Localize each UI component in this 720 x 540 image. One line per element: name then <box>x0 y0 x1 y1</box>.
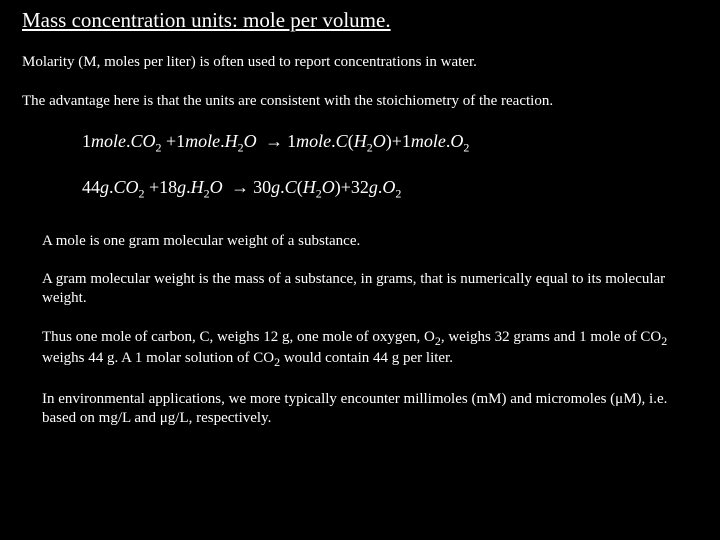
eq-text: 44 <box>82 177 100 197</box>
eq-text: mole <box>185 131 220 151</box>
eq-text: 1 <box>402 131 411 151</box>
eq-text: mole <box>296 131 331 151</box>
text: would contain 44 g per liter. <box>280 350 453 366</box>
arrow-icon: → <box>261 131 287 151</box>
eq-text: g <box>369 177 378 197</box>
text: Thus one mole of carbon, C, weighs 12 g,… <box>42 329 435 345</box>
body-text: A mole is one gram molecular weight of a… <box>22 232 698 428</box>
eq-sub: 2 <box>463 140 469 154</box>
paragraph-gmw-def: A gram molecular weight is the mass of a… <box>42 270 698 308</box>
eq-text: O <box>322 177 335 197</box>
paragraph-mole-def: A mole is one gram molecular weight of a… <box>42 232 698 251</box>
eq-text: + <box>341 177 351 197</box>
eq-text: H <box>191 177 204 197</box>
eq-text: g <box>271 177 280 197</box>
eq-sub: 2 <box>139 187 145 201</box>
eq-text: H <box>225 131 238 151</box>
eq-text: O <box>373 131 386 151</box>
eq-text: 1 <box>176 131 185 151</box>
equation-grams: 44g.CO2 +18g.H2O →30g.C(H2O)+32g.O2 <box>82 177 698 202</box>
eq-text: g <box>100 177 109 197</box>
eq-text: 32 <box>351 177 369 197</box>
slide-title: Mass concentration units: mole per volum… <box>22 8 698 33</box>
eq-text: 1 <box>82 131 91 151</box>
equation-moles: 1mole.CO2 +1mole.H2O →1mole.C(H2O)+1mole… <box>82 131 698 156</box>
eq-text: g <box>177 177 186 197</box>
eq-sub: 2 <box>395 187 401 201</box>
sub: 2 <box>661 334 667 348</box>
eq-text: CO <box>131 131 156 151</box>
arrow-icon: → <box>227 177 253 197</box>
paragraph-environmental: In environmental applications, we more t… <box>42 390 698 428</box>
eq-text: H <box>303 177 316 197</box>
paragraph-advantage: The advantage here is that the units are… <box>22 92 698 111</box>
eq-text: O <box>244 131 257 151</box>
paragraph-molarity: Molarity (M, moles per liter) is often u… <box>22 53 698 72</box>
eq-text: O <box>450 131 463 151</box>
eq-text: mole <box>91 131 126 151</box>
eq-text: 18 <box>159 177 177 197</box>
eq-text: 1 <box>287 131 296 151</box>
paragraph-mole-examples: Thus one mole of carbon, C, weighs 12 g,… <box>42 328 698 370</box>
eq-text: H <box>354 131 367 151</box>
eq-text: C <box>285 177 297 197</box>
text: , weighs 32 grams and 1 mole of CO <box>441 329 661 345</box>
eq-sub: 2 <box>156 140 162 154</box>
equations-block: 1mole.CO2 +1mole.H2O →1mole.C(H2O)+1mole… <box>82 131 698 202</box>
eq-text: O <box>382 177 395 197</box>
eq-text: C <box>336 131 348 151</box>
eq-text: O <box>210 177 223 197</box>
eq-text: + <box>166 131 176 151</box>
eq-text: 30 <box>253 177 271 197</box>
eq-text: + <box>392 131 402 151</box>
eq-text: CO <box>114 177 139 197</box>
eq-text: mole <box>411 131 446 151</box>
text: weighs 44 g. A 1 molar solution of CO <box>42 350 274 366</box>
eq-text: + <box>149 177 159 197</box>
